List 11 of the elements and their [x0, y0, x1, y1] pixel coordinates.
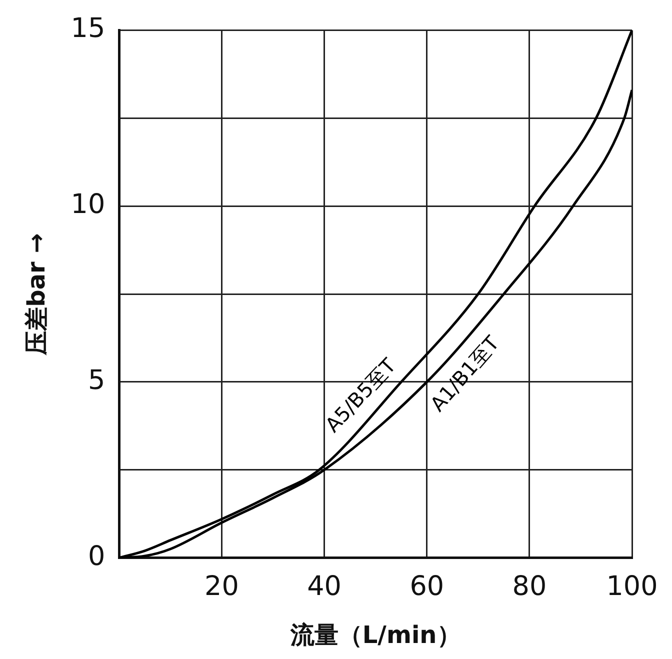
- y-tick-label: 15: [70, 13, 106, 44]
- y-axis-title: 压差bar →: [22, 233, 51, 356]
- y-tick-label: 0: [88, 540, 106, 572]
- x-axis-title: 流量（L/min）: [289, 620, 461, 649]
- x-tick-label: 100: [606, 571, 658, 602]
- x-tick-label: 60: [410, 571, 444, 602]
- x-tick-label: 40: [307, 571, 342, 602]
- y-tick-label: 10: [70, 189, 106, 220]
- y-tick-label: 5: [88, 364, 106, 396]
- x-tick-label: 20: [204, 571, 239, 602]
- x-tick-label: 80: [512, 571, 547, 602]
